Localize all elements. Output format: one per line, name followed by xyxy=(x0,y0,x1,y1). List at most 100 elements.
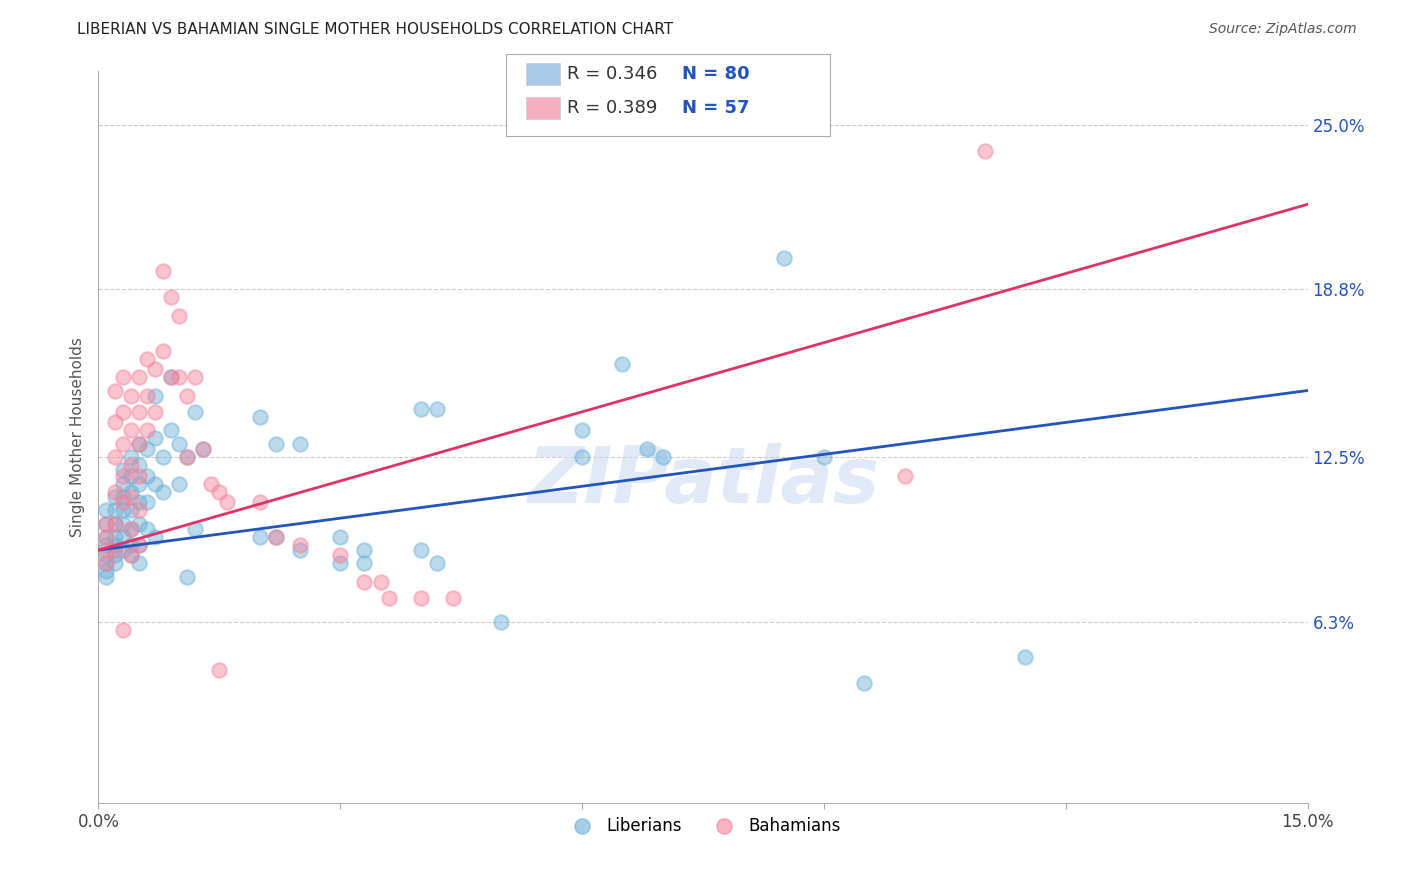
Point xyxy=(111,495,134,509)
Text: R = 0.389: R = 0.389 xyxy=(567,99,675,117)
Point xyxy=(96,565,118,579)
Point xyxy=(111,436,134,450)
Point xyxy=(264,530,287,544)
Point xyxy=(160,424,183,438)
Point xyxy=(491,615,513,629)
Point xyxy=(120,468,142,483)
Point xyxy=(184,522,207,536)
Point xyxy=(426,402,449,417)
Point xyxy=(571,450,593,464)
Point xyxy=(111,405,134,419)
Point xyxy=(288,436,311,450)
Point xyxy=(111,463,134,477)
Y-axis label: Single Mother Households: Single Mother Households xyxy=(69,337,84,537)
Text: N = 57: N = 57 xyxy=(682,99,749,117)
Point xyxy=(96,557,118,571)
Point xyxy=(135,389,157,403)
Point xyxy=(103,516,125,531)
Point xyxy=(96,530,118,544)
Point xyxy=(103,516,125,531)
Point xyxy=(143,362,166,376)
Point xyxy=(152,484,174,499)
Point xyxy=(135,495,157,509)
Point xyxy=(208,663,231,677)
Point xyxy=(288,543,311,558)
Point xyxy=(135,468,157,483)
Point xyxy=(96,557,118,571)
Point xyxy=(160,370,183,384)
Point xyxy=(128,476,150,491)
Point xyxy=(409,543,432,558)
Point xyxy=(143,389,166,403)
Point xyxy=(128,436,150,450)
Point xyxy=(217,495,239,509)
Point xyxy=(128,436,150,450)
Point xyxy=(120,389,142,403)
Point xyxy=(128,538,150,552)
Point xyxy=(409,402,432,417)
Point xyxy=(329,530,352,544)
Point xyxy=(111,543,134,558)
Point xyxy=(120,503,142,517)
Point xyxy=(974,144,997,158)
Point xyxy=(329,557,352,571)
Point xyxy=(96,549,118,563)
Point xyxy=(264,530,287,544)
Point xyxy=(103,538,125,552)
Point xyxy=(128,495,150,509)
Point xyxy=(111,503,134,517)
Point xyxy=(426,557,449,571)
Point xyxy=(96,516,118,531)
Point xyxy=(120,484,142,499)
Point xyxy=(103,484,125,499)
Point xyxy=(651,450,673,464)
Point xyxy=(111,623,134,637)
Point xyxy=(167,370,190,384)
Point xyxy=(167,476,190,491)
Point xyxy=(103,530,125,544)
Point xyxy=(128,557,150,571)
Point xyxy=(128,458,150,472)
Point xyxy=(128,370,150,384)
Point xyxy=(152,264,174,278)
Point xyxy=(208,484,231,499)
Text: R = 0.346: R = 0.346 xyxy=(567,65,675,83)
Point xyxy=(353,557,375,571)
Point xyxy=(249,495,271,509)
Point xyxy=(103,490,125,504)
Point xyxy=(103,416,125,430)
Point xyxy=(353,543,375,558)
Point xyxy=(128,538,150,552)
Point xyxy=(143,405,166,419)
Point xyxy=(441,591,464,605)
Point xyxy=(612,357,634,371)
Text: Source: ZipAtlas.com: Source: ZipAtlas.com xyxy=(1209,22,1357,37)
Point xyxy=(893,468,915,483)
Point xyxy=(128,405,150,419)
Point xyxy=(176,450,198,464)
Point xyxy=(184,370,207,384)
Point xyxy=(96,503,118,517)
Point xyxy=(772,251,794,265)
Point xyxy=(120,549,142,563)
Point xyxy=(152,450,174,464)
Point xyxy=(120,450,142,464)
Point xyxy=(167,436,190,450)
Text: LIBERIAN VS BAHAMIAN SINGLE MOTHER HOUSEHOLDS CORRELATION CHART: LIBERIAN VS BAHAMIAN SINGLE MOTHER HOUSE… xyxy=(77,22,673,37)
Legend: Liberians, Bahamians: Liberians, Bahamians xyxy=(558,811,848,842)
Point xyxy=(167,309,190,323)
Point xyxy=(152,343,174,358)
Point xyxy=(103,557,125,571)
Point xyxy=(853,676,876,690)
Point xyxy=(135,424,157,438)
Point xyxy=(813,450,835,464)
Point xyxy=(120,538,142,552)
Point xyxy=(96,538,118,552)
Point xyxy=(96,570,118,584)
Point xyxy=(103,384,125,398)
Text: N = 80: N = 80 xyxy=(682,65,749,83)
Point xyxy=(120,522,142,536)
Point xyxy=(135,522,157,536)
Point xyxy=(135,351,157,366)
Point xyxy=(353,575,375,590)
